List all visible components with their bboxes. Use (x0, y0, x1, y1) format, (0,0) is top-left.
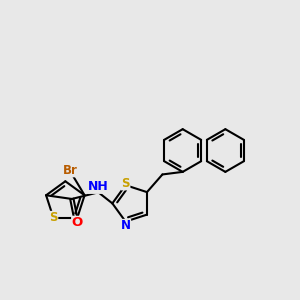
Text: Br: Br (62, 164, 77, 177)
Text: NH: NH (88, 180, 109, 193)
Text: N: N (121, 220, 130, 232)
Text: O: O (72, 216, 83, 230)
Text: S: S (49, 212, 58, 224)
Text: S: S (121, 177, 130, 190)
